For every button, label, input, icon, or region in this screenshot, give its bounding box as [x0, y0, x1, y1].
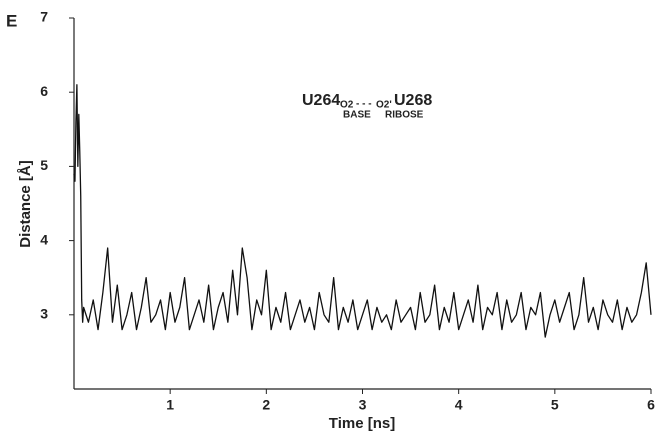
y-axis-title: Distance [Å]	[17, 160, 34, 248]
annotation-acceptor-group: RIBOSE	[385, 110, 424, 121]
y-tick-label: 3	[40, 306, 48, 322]
annotation-donor: U264	[302, 92, 340, 109]
x-tick-label: 3	[359, 397, 367, 413]
annotation-donor-group: BASE	[343, 110, 371, 121]
y-tick-label: 4	[40, 231, 48, 247]
y-tick-label: 5	[40, 157, 48, 173]
x-axis-title: Time [ns]	[329, 415, 395, 432]
y-tick-label: 7	[40, 9, 48, 25]
x-tick-label: 6	[647, 397, 655, 413]
y-tick-label: 6	[40, 83, 48, 99]
panel-label: E	[6, 11, 17, 30]
x-tick-label: 5	[551, 397, 559, 413]
annotation-bond: - - -	[356, 99, 372, 110]
annotation-donor-atom: O2	[340, 100, 354, 111]
annotation-acceptor-atom: O2'	[376, 100, 392, 111]
x-tick-label: 1	[166, 397, 174, 413]
data-line	[73, 84, 652, 338]
annotation-acceptor: U268	[394, 92, 432, 109]
x-tick-label: 4	[455, 397, 463, 413]
x-tick-label: 2	[262, 397, 270, 413]
